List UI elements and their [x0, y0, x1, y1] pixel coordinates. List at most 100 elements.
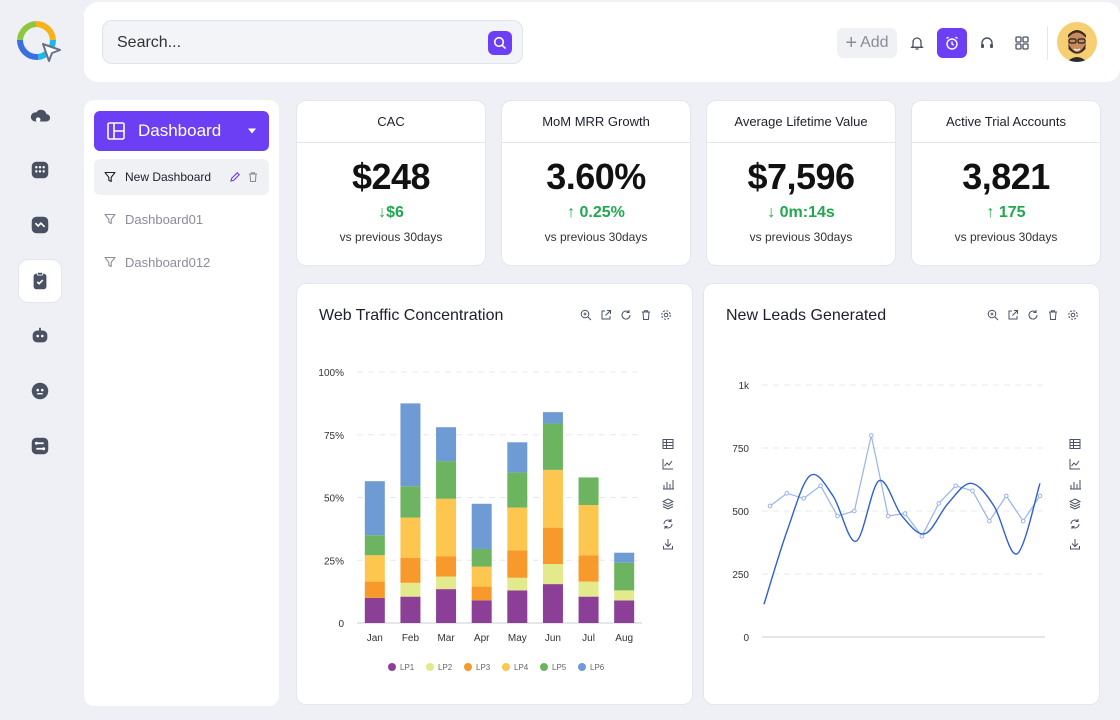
- chart-card-new-leads: New Leads Generated 1k 750 500 250 0: [703, 283, 1100, 705]
- grid-dots-icon: [31, 161, 49, 179]
- kpi-delta-value: 0.25%: [579, 204, 625, 221]
- chart-card-web-traffic: Web Traffic Concentration 100% 75% 50% 25% 0…: [296, 283, 693, 705]
- rail-tasks-button[interactable]: [18, 259, 62, 303]
- trash-icon[interactable]: [1047, 309, 1059, 321]
- legend-swatch: [578, 663, 586, 671]
- kpi-card-mrr-growth[interactable]: MoM MRR Growth 3.60% ↑ 0.25% vs previous…: [501, 100, 691, 266]
- kpi-value: 3,821: [962, 156, 1050, 197]
- kpi-card-trial-accounts[interactable]: Active Trial Accounts 3,821 ↑ 175 vs pre…: [911, 100, 1101, 266]
- line-chart-icon[interactable]: [1069, 458, 1081, 470]
- legend-swatch: [388, 663, 396, 671]
- app-logo[interactable]: [16, 20, 62, 64]
- zoom-in-icon[interactable]: [987, 309, 999, 321]
- open-external-icon[interactable]: [1007, 309, 1019, 321]
- bar-segment: [578, 505, 599, 556]
- data-point: [987, 518, 992, 524]
- rail-cloud-button[interactable]: [18, 94, 62, 138]
- table-view-icon[interactable]: [662, 438, 674, 450]
- rail-workflow-button[interactable]: [18, 424, 62, 468]
- cloud-icon: [30, 109, 51, 122]
- data-point: [919, 533, 925, 539]
- user-avatar[interactable]: [1057, 22, 1097, 62]
- trash-icon[interactable]: [247, 171, 259, 183]
- edit-pencil-icon[interactable]: [229, 171, 241, 183]
- open-external-icon[interactable]: [600, 309, 612, 321]
- legend-label: LP2: [438, 663, 453, 672]
- restore-icon[interactable]: [662, 518, 674, 530]
- bar-segment: [364, 597, 385, 623]
- bar-segment: [436, 589, 457, 623]
- x-tick-label: Feb: [402, 633, 420, 644]
- trash-icon[interactable]: [640, 309, 652, 321]
- legend-label: LP3: [476, 663, 491, 672]
- legend-label: LP6: [590, 663, 605, 672]
- search-box: [102, 20, 523, 64]
- refresh-icon[interactable]: [1027, 309, 1039, 321]
- rail-bot-button[interactable]: [18, 314, 62, 358]
- x-tick-label: Mar: [437, 633, 455, 644]
- bar-segment: [542, 527, 563, 565]
- x-tick-label: May: [508, 633, 527, 644]
- dashboard-selector[interactable]: Dashboard: [94, 111, 269, 151]
- kpi-comparison: vs previous 30days: [339, 230, 443, 244]
- bar-segment: [400, 486, 421, 518]
- download-icon[interactable]: [662, 538, 674, 550]
- table-view-icon[interactable]: [1069, 438, 1081, 450]
- apps-button[interactable]: [1007, 28, 1037, 58]
- settings-icon[interactable]: [1067, 309, 1079, 321]
- kpi-value: $248: [351, 156, 431, 197]
- zoom-in-icon[interactable]: [580, 309, 592, 321]
- search-button[interactable]: [488, 31, 512, 55]
- dashboard-item-new[interactable]: New Dashboard: [94, 159, 269, 195]
- data-point: [1037, 493, 1043, 499]
- kpi-card-lifetime-value[interactable]: Average Lifetime Value $7,596 ↓ 0m:14s v…: [706, 100, 896, 266]
- chart-toolbar: [987, 309, 1079, 321]
- settings-icon[interactable]: [660, 309, 672, 321]
- x-tick-label: Aug: [615, 633, 633, 644]
- bar-segment: [400, 582, 421, 597]
- filter-icon: [104, 171, 116, 183]
- bar-segment: [364, 535, 385, 556]
- stacked-bar-chart: 100% 75% 50% 25% 0 Jan Feb Mar Apr May Jun Jul Aug LP…: [318, 368, 642, 672]
- line-chart-icon[interactable]: [662, 458, 674, 470]
- rail-apps-button[interactable]: [18, 148, 62, 192]
- rail-assistant-button[interactable]: [18, 369, 62, 413]
- dashboard-item-01[interactable]: Dashboard01: [94, 201, 269, 237]
- download-icon[interactable]: [1069, 538, 1081, 550]
- bar-segment: [400, 596, 421, 623]
- reminders-button[interactable]: [937, 28, 967, 58]
- legend-label: LP5: [552, 663, 567, 672]
- stack-layers-icon[interactable]: [662, 498, 674, 510]
- bar-segment: [542, 469, 563, 528]
- search-input[interactable]: [117, 31, 477, 55]
- dashboard-item-012[interactable]: Dashboard012: [94, 244, 269, 280]
- rail-analytics-button[interactable]: [18, 203, 62, 247]
- notifications-button[interactable]: [902, 28, 932, 58]
- kpi-comparison: vs previous 30days: [954, 230, 1058, 244]
- bar-segment: [436, 498, 457, 557]
- dashboard-selector-label: Dashboard: [138, 121, 222, 140]
- kpi-title: Average Lifetime Value: [707, 101, 895, 143]
- bar-segment: [364, 555, 385, 582]
- legend-label: LP4: [514, 663, 529, 672]
- bar-chart-icon[interactable]: [662, 478, 674, 490]
- bar-segment: [578, 596, 599, 623]
- data-point: [784, 491, 790, 496]
- stack-layers-icon[interactable]: [1069, 498, 1081, 510]
- restore-icon[interactable]: [1069, 518, 1081, 530]
- kpi-delta: ↓$6: [297, 204, 485, 222]
- legend-swatch: [502, 663, 510, 671]
- topbar-divider: [1047, 26, 1048, 60]
- data-point: [1020, 518, 1026, 524]
- y-tick-label: 0: [338, 619, 344, 630]
- bar-chart-icon[interactable]: [1069, 478, 1081, 490]
- bar-segment: [614, 590, 635, 601]
- kpi-card-cac[interactable]: CAC $248 ↓$6 vs previous 30days: [296, 100, 486, 266]
- headset-icon: [981, 37, 993, 48]
- kpi-delta-value: 0m:14s: [779, 204, 835, 221]
- data-point: [801, 496, 807, 501]
- y-tick-label: 50%: [324, 494, 344, 505]
- support-button[interactable]: [972, 28, 1002, 58]
- refresh-icon[interactable]: [620, 309, 632, 321]
- add-button[interactable]: + Add: [837, 28, 897, 58]
